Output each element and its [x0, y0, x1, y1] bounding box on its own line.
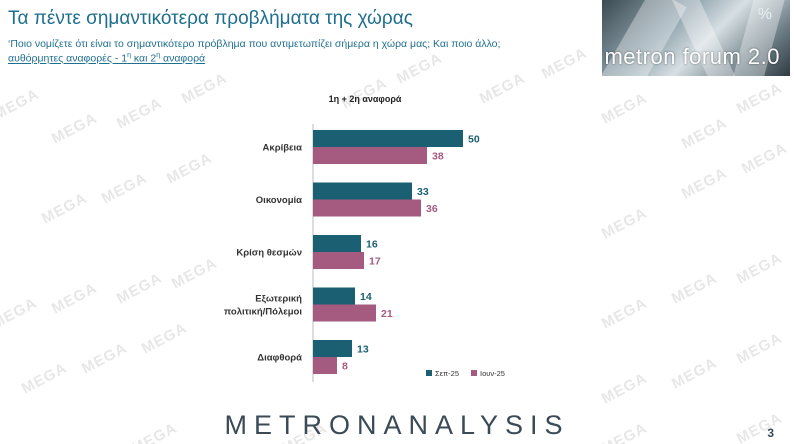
category-label: Οικονομία: [256, 195, 302, 206]
page-title: Τα πέντε σημαντικότερα προβλήματα της χώ…: [8, 8, 413, 29]
category-label: Διαφθορά: [257, 353, 302, 364]
note-sup: η: [156, 52, 161, 59]
legend-label: Σεπ-25: [435, 369, 459, 378]
chart-title: 1η + 2η αναφορά: [329, 94, 402, 104]
legend-label: Ιουν-25: [480, 369, 505, 378]
data-label: 14: [360, 291, 372, 303]
bar-jun25: [313, 199, 421, 217]
data-label: 21: [381, 308, 393, 320]
bar-sep25: [313, 340, 352, 357]
legend-swatch: [426, 370, 432, 376]
header: Τα πέντε σημαντικότερα προβλήματα της χώ…: [0, 0, 794, 82]
logo-text: metron forum 2.0: [604, 44, 780, 69]
note-sup: η: [127, 52, 131, 59]
bar-jun25: [313, 357, 337, 374]
category-label: Κρίση θεσμών: [236, 248, 302, 259]
response-type-note: αυθόρμητες αναφορές - 1η και 2η αναφορά: [8, 52, 205, 65]
bar-sep25: [313, 287, 355, 305]
metron-forum-logo: % metron forum 2.0: [602, 0, 790, 76]
bar-jun25: [313, 304, 376, 322]
bar-sep25: [313, 182, 412, 200]
question-text: ‘Ποιο νομίζετε ότι είναι το σημαντικότερ…: [8, 38, 501, 50]
bar-jun25: [313, 252, 364, 269]
page-number: 3: [767, 426, 774, 440]
data-label: 13: [357, 344, 369, 356]
note-part: αυθόρμητες αναφορές - 1: [8, 52, 128, 65]
bar-jun25: [313, 147, 427, 164]
data-label: 8: [342, 361, 348, 373]
note-part: αναφορά: [160, 52, 206, 65]
category-label: Ακρίβεια: [263, 143, 303, 154]
data-label: 17: [369, 256, 381, 268]
data-label: 50: [468, 134, 480, 146]
note-part: και 2: [131, 52, 157, 65]
data-label: 36: [426, 203, 438, 215]
legend-swatch: [471, 370, 477, 376]
footer-brand: METRONANALYSIS: [224, 410, 570, 440]
data-label: 33: [417, 186, 429, 198]
bar-sep25: [313, 130, 463, 147]
bar-sep25: [313, 235, 361, 252]
category-label: Εξωτερική πολιτική/Πόλεμοι: [224, 294, 302, 318]
data-label: 16: [366, 239, 378, 251]
data-label: 38: [432, 151, 444, 163]
percent-icon: %: [757, 6, 772, 23]
